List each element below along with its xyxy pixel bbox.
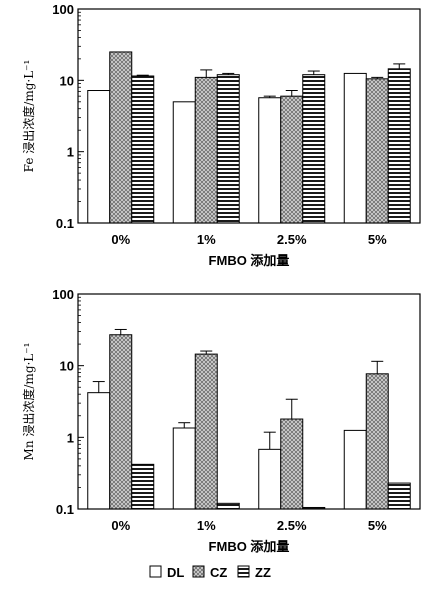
bar-zz-1 [216,74,240,224]
y-tick-label: 100 [52,287,74,302]
mn-y-ticks: 0.1 1 10 100 [52,287,84,517]
bar-dl-1 [172,427,196,510]
mn-bars [87,328,411,510]
legend-swatch-dl [149,565,162,578]
x-tick-label: 0% [111,232,130,247]
fe-plot-frame [77,8,421,224]
bar-dl-1 [172,101,196,224]
y-tick-label: 0.1 [56,216,74,231]
legend-swatch-zz [237,565,250,578]
legend-label-dl: DL [167,565,184,580]
bar-zz-0 [131,75,155,224]
fe-chart-panel: 0.1 1 10 100 0% 1% 2.5% 5% FMBO 添加量 Fe 浸出浓度/mg… [21,2,421,268]
legend: DL CZ ZZ [149,565,271,580]
fe-y-ticks: 0.1 1 10 100 [52,2,84,231]
bar-cz-3 [365,78,389,224]
fe-y-axis-title: Fe 浸出浓度/mg·L⁻¹ [21,60,36,173]
bar-dl-2 [258,448,282,510]
bar-dl-3 [343,429,367,510]
mn-x-ticks: 0% 1% 2.5% 5% [111,518,387,533]
legend-label-zz: ZZ [255,565,271,580]
x-tick-label: 5% [368,518,387,533]
bar-zz-3 [387,68,411,224]
mn-y-axis-title: Mn 浸出浓度/mg·L⁻¹ [21,343,36,461]
bar-dl-2 [258,97,282,224]
x-tick-label: 2.5% [277,518,307,533]
bar-dl-3 [343,72,367,224]
bar-cz-0 [109,334,133,510]
mn-plot-frame [77,293,421,510]
mn-x-axis-title: FMBO 添加量 [209,539,290,554]
bar-cz-1 [194,353,218,510]
bar-zz-3 [387,482,411,510]
bar-cz-0 [109,51,133,224]
bar-zz-0 [131,463,155,510]
y-tick-label: 0.1 [56,502,74,517]
x-tick-label: 5% [368,232,387,247]
x-tick-label: 0% [111,518,130,533]
legend-item-zz: ZZ [237,565,271,580]
bar-dl-0 [87,90,111,224]
bar-zz-2 [302,74,326,224]
fe-x-axis-title: FMBO 添加量 [209,253,290,268]
bar-dl-0 [87,392,111,510]
bar-cz-3 [365,373,389,510]
mn-chart-panel: 0.1 1 10 100 0% 1% 2.5% 5% FMBO 添加量 Mn 浸出浓度/mg… [21,287,421,554]
legend-item-dl: DL [149,565,184,580]
bar-cz-1 [194,76,218,224]
y-tick-label: 10 [60,359,74,374]
legend-swatch-cz [192,565,205,578]
y-tick-label: 1 [67,430,74,445]
x-tick-label: 2.5% [277,232,307,247]
bar-cz-2 [280,95,304,224]
y-tick-label: 100 [52,2,74,17]
fe-bars [87,51,411,224]
x-tick-label: 1% [197,518,216,533]
y-tick-label: 10 [60,73,74,88]
legend-item-cz: CZ [192,565,227,580]
y-tick-label: 1 [67,145,74,160]
x-tick-label: 1% [197,232,216,247]
bar-cz-2 [280,418,304,510]
fe-x-ticks: 0% 1% 2.5% 5% [111,232,387,247]
bar-zz-1 [216,502,240,510]
legend-label-cz: CZ [210,565,227,580]
